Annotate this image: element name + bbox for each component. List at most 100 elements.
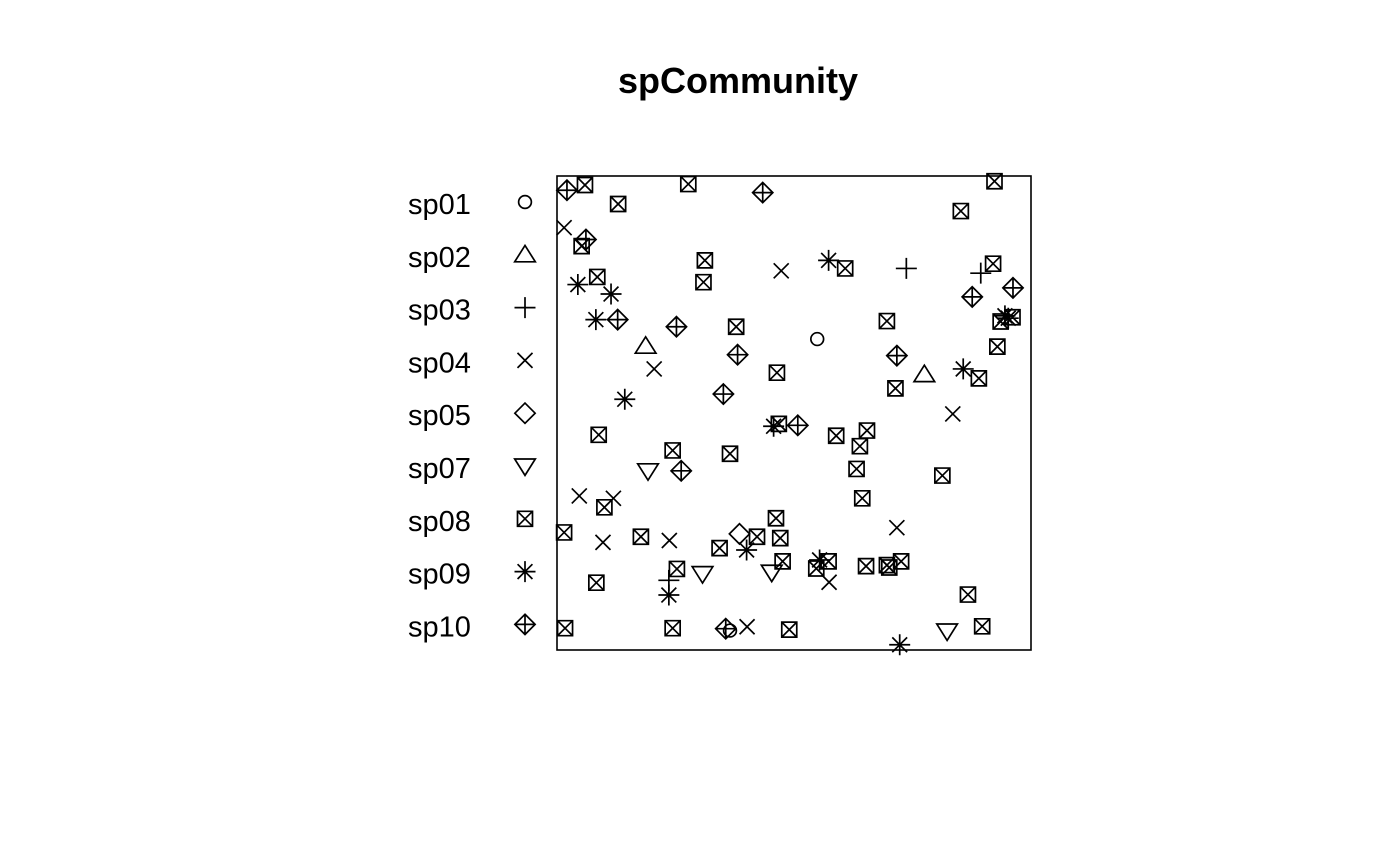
point-sp07-2 <box>759 564 784 584</box>
point-sp08-33 <box>748 528 766 546</box>
point-sp09-11 <box>658 584 680 606</box>
point-sp08-19 <box>590 426 608 444</box>
point-sp08-28 <box>853 489 871 507</box>
point-sp09-2 <box>585 309 607 331</box>
legend-label-sp08: sp08 <box>408 506 471 538</box>
point-sp08-15 <box>988 338 1006 355</box>
point-sp08-21 <box>827 427 845 445</box>
point-sp10-5 <box>726 343 749 367</box>
point-sp04-1 <box>773 262 790 279</box>
point-sp08-27 <box>934 467 951 484</box>
point-sp03-0 <box>895 257 917 279</box>
point-sp09-7 <box>997 307 1019 329</box>
point-sp08-42 <box>892 553 910 570</box>
point-sp08-17 <box>970 370 988 387</box>
legend-label-sp04: sp04 <box>408 347 471 379</box>
point-sp10-2 <box>574 228 598 251</box>
legend-symbol-sp07 <box>513 458 537 477</box>
point-sp10-9 <box>712 382 735 406</box>
point-sp08-8 <box>588 268 606 286</box>
point-sp03-1 <box>970 262 992 284</box>
point-sp10-8 <box>885 344 909 367</box>
point-sp10-11 <box>669 459 693 483</box>
point-sp09-3 <box>614 388 636 410</box>
point-sp08-22 <box>858 422 876 439</box>
point-sp04-9 <box>820 574 838 591</box>
point-sp04-6 <box>594 534 612 551</box>
point-sp10-12 <box>714 617 738 640</box>
point-sp08-30 <box>555 524 573 541</box>
point-sp08-24 <box>664 442 682 459</box>
legend-label-sp02: sp02 <box>408 242 471 274</box>
point-sp09-9 <box>736 539 758 561</box>
point-sp01-1 <box>722 623 738 638</box>
point-sp08-10 <box>836 260 854 277</box>
point-sp08-3 <box>609 195 627 213</box>
point-sp02-0 <box>633 335 658 355</box>
legend-symbol-sp04 <box>516 352 534 369</box>
point-sp09-8 <box>763 415 785 437</box>
plot-box <box>556 175 1032 651</box>
point-sp08-18 <box>887 380 904 397</box>
point-sp08-39 <box>857 557 875 575</box>
point-sp07-3 <box>935 623 959 643</box>
point-sp09-10 <box>809 549 831 571</box>
point-sp08-49 <box>973 617 991 635</box>
point-sp09-4 <box>818 249 840 271</box>
legend-symbol-sp08 <box>516 510 534 528</box>
point-sp10-1 <box>751 181 775 204</box>
point-sp09-1 <box>600 283 622 305</box>
point-sp09-12 <box>889 634 911 656</box>
point-sp10-10 <box>786 413 810 437</box>
point-sp08-0 <box>576 176 594 194</box>
point-sp08-43 <box>668 560 686 578</box>
legend-label-sp09: sp09 <box>408 559 471 591</box>
point-sp08-26 <box>848 460 865 478</box>
point-sp08-47 <box>664 619 682 637</box>
point-sp02-1 <box>912 363 937 383</box>
point-sp08-31 <box>632 528 650 546</box>
legend-symbol-sp02 <box>513 243 537 263</box>
point-sp08-45 <box>959 586 977 603</box>
point-sp08-12 <box>878 312 896 330</box>
legend-label-sp03: sp03 <box>408 295 471 327</box>
point-sp04-2 <box>646 360 663 378</box>
legend-symbol-sp01 <box>517 194 533 210</box>
point-sp04-10 <box>738 618 756 635</box>
point-sp04-3 <box>944 405 961 423</box>
point-sp04-7 <box>661 532 678 549</box>
legend-label-sp01: sp01 <box>408 189 471 221</box>
legend-label-sp05: sp05 <box>408 400 471 432</box>
point-sp08-16 <box>768 364 786 382</box>
point-sp10-7 <box>1001 276 1025 300</box>
chart-title: spCommunity <box>618 60 858 101</box>
legend-symbol-sp10 <box>513 613 537 636</box>
point-sp08-25 <box>721 445 739 463</box>
legend-symbol-sp09 <box>514 561 536 583</box>
point-sp09-0 <box>567 274 589 296</box>
point-sp08-32 <box>767 509 785 527</box>
point-sp08-23 <box>851 437 869 455</box>
point-sp09-5 <box>952 358 974 380</box>
point-sp08-6 <box>696 252 714 269</box>
point-sp04-4 <box>571 487 588 505</box>
point-sp08-2 <box>986 172 1003 190</box>
point-sp08-29 <box>596 498 613 516</box>
point-sp08-7 <box>984 255 1002 273</box>
point-sp08-1 <box>679 175 697 193</box>
point-sp08-44 <box>587 574 605 592</box>
point-sp01-0 <box>810 331 825 347</box>
point-sp08-9 <box>695 273 712 291</box>
point-sp08-34 <box>771 529 789 547</box>
point-sp10-3 <box>606 308 629 331</box>
point-sp07-1 <box>690 565 715 585</box>
plot-points <box>555 172 1025 656</box>
point-sp08-41 <box>878 556 896 574</box>
point-sp10-4 <box>665 315 688 339</box>
point-sp07-0 <box>636 462 660 482</box>
legend-label-sp07: sp07 <box>408 453 471 485</box>
point-sp08-11 <box>727 318 745 336</box>
point-sp08-46 <box>556 619 574 637</box>
point-sp10-0 <box>555 178 579 202</box>
